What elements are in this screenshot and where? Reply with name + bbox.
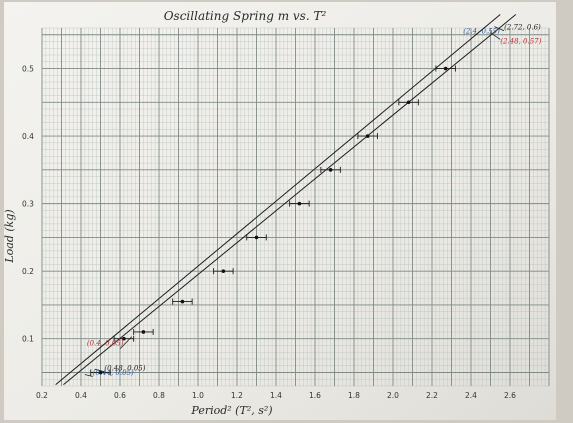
data-point: [141, 330, 146, 334]
data-point: [122, 336, 126, 341]
x-tick-label: 2.4: [465, 391, 477, 400]
x-tick-label: 2.0: [387, 391, 399, 400]
data-point: [254, 235, 259, 240]
annotations: (0.4, 0.05) (0.48, 0.05)(0.44, 0.05) (2.4,…: [87, 23, 542, 377]
annotation-arrow: [84, 374, 93, 377]
data-point: [443, 66, 448, 71]
data-point: [297, 201, 302, 206]
data-point: [221, 269, 226, 273]
x-axis-label: Period² (T², s²): [190, 404, 272, 417]
y-tick-label: 0.1: [22, 335, 34, 344]
fit-line: [63, 14, 517, 386]
annotation-label: (0.4, 0.05): [87, 339, 124, 347]
data-point: [365, 134, 370, 138]
annotation-arrow: [119, 336, 132, 350]
x-tick-label: 1.2: [231, 391, 243, 400]
x-tick-label: 1.6: [309, 391, 321, 400]
x-tick-label: 0.6: [114, 391, 126, 400]
y-tick-label: 0.3: [22, 200, 34, 209]
annotation-label: (0.44, 0.05): [93, 369, 134, 377]
annotation-arrow: [490, 32, 501, 40]
x-tick-label: 2.2: [426, 391, 438, 400]
x-tick-labels: 0.2 0.4 0.6 0.8 1.0 1.2 1.4 1.6 1.8 2.0 2.2 2.4 2.6: [36, 391, 516, 400]
x-tick-label: 2.6: [504, 391, 516, 400]
x-tick-label: 0.2: [36, 391, 48, 400]
grid-major: [41, 28, 550, 386]
x-tick-label: 1.8: [348, 391, 360, 400]
annotation-arrow: [94, 368, 105, 373]
annotation-arrows: [84, 25, 505, 377]
data-point: [98, 370, 103, 375]
y-tick-label: 0.5: [22, 65, 34, 74]
x-tick-label: 0.8: [153, 391, 165, 400]
fit-line: [55, 14, 501, 386]
chart-title: Oscillating Spring m vs. T²: [164, 9, 327, 23]
y-tick-label: 0.4: [22, 132, 34, 141]
y-tick-label: 0.2: [22, 267, 34, 276]
data-point: [328, 168, 333, 172]
annotation-arrow: [474, 25, 487, 36]
x-tick-label: 1.4: [270, 391, 282, 400]
x-tick-label: 0.4: [75, 391, 87, 400]
annotation-label: (2.72, 0.6): [504, 23, 541, 31]
annotation-label: (2.48, 0.57): [500, 38, 541, 46]
best-fit-lines: [55, 14, 517, 386]
annotation-arrow: [494, 26, 505, 32]
x-tick-label: 1.0: [192, 391, 204, 400]
y-tick-labels: 0.1 0.2 0.3 0.4 0.5: [22, 65, 34, 344]
data-point: [406, 100, 411, 105]
y-axis-label: Load (kg): [3, 209, 16, 263]
data-points: [90, 65, 456, 376]
annotation-label: (2.4, 0.55): [463, 27, 500, 35]
data-point: [180, 299, 185, 304]
annotation-label: (0.48, 0.05): [104, 364, 145, 372]
